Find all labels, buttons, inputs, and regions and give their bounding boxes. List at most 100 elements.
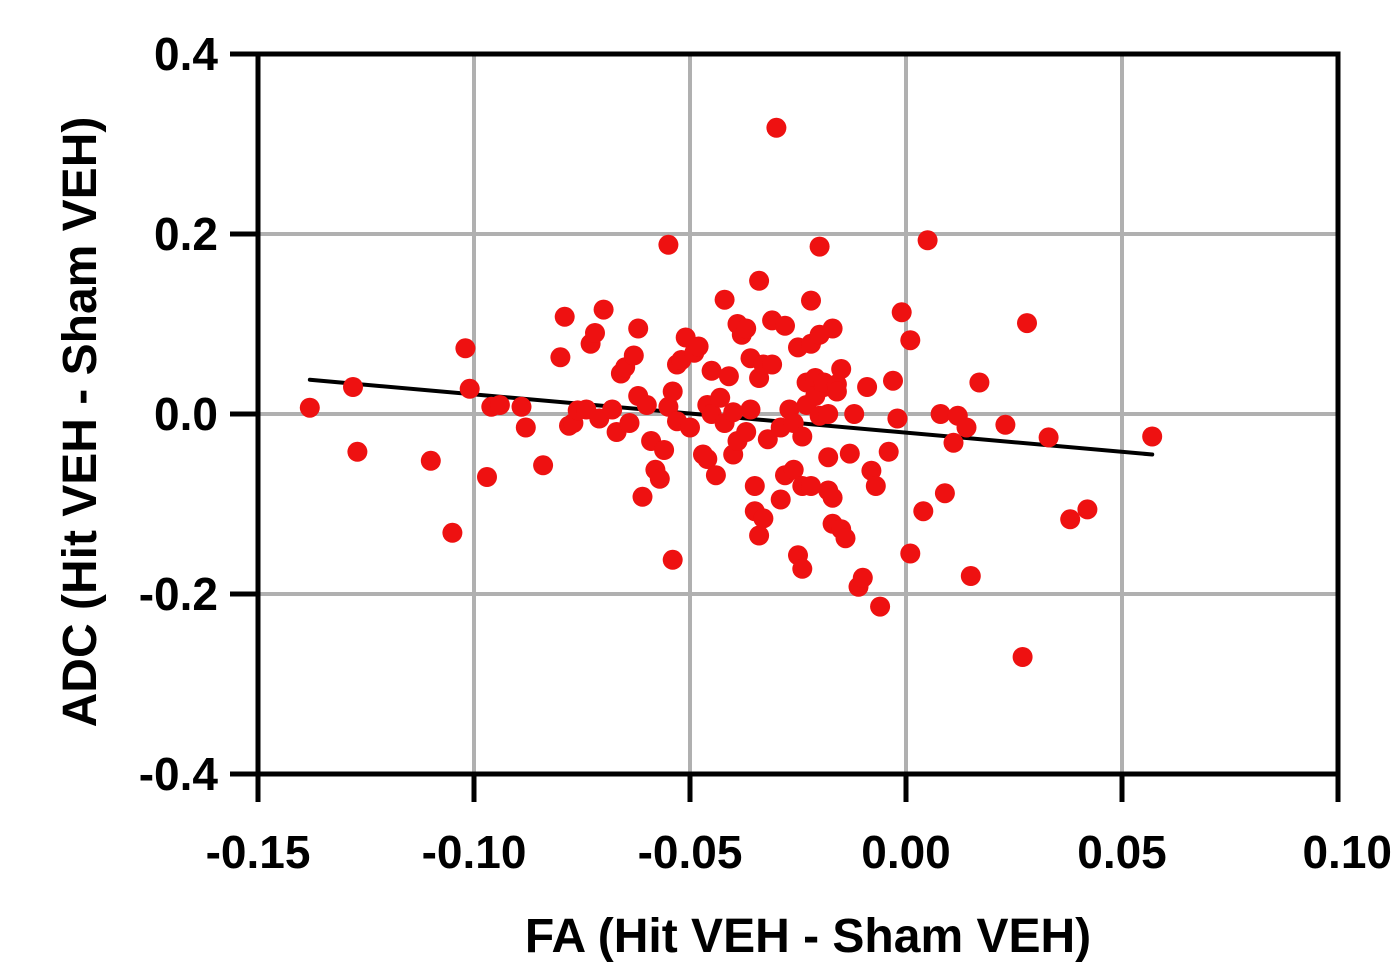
x-tick-label: -0.15 bbox=[206, 826, 311, 878]
data-point bbox=[930, 404, 951, 424]
data-point bbox=[442, 522, 463, 543]
data-point bbox=[736, 422, 757, 442]
data-point bbox=[917, 230, 938, 251]
data-point bbox=[857, 377, 878, 397]
data-point bbox=[619, 413, 640, 433]
data-point bbox=[718, 366, 739, 387]
data-point bbox=[299, 397, 320, 418]
data-point bbox=[477, 467, 497, 487]
data-point bbox=[852, 567, 873, 588]
data-point bbox=[749, 270, 770, 291]
data-point bbox=[710, 387, 731, 408]
data-point bbox=[818, 447, 839, 468]
data-point bbox=[533, 455, 554, 476]
data-point bbox=[839, 443, 860, 464]
data-point bbox=[459, 378, 480, 399]
data-point bbox=[623, 345, 644, 366]
data-point bbox=[455, 338, 476, 359]
data-point bbox=[870, 596, 891, 617]
data-point bbox=[593, 299, 614, 320]
y-tick-label: -0.4 bbox=[139, 748, 219, 800]
x-tick-label: -0.05 bbox=[638, 826, 743, 878]
data-point bbox=[714, 289, 735, 310]
data-point bbox=[900, 543, 921, 564]
data-point bbox=[883, 370, 903, 391]
data-point bbox=[891, 302, 912, 323]
y-tick-label: 0.4 bbox=[154, 28, 218, 80]
data-point bbox=[489, 395, 510, 415]
data-point bbox=[1142, 426, 1163, 447]
data-point bbox=[943, 432, 964, 453]
data-point bbox=[900, 330, 921, 351]
data-point bbox=[826, 381, 847, 402]
data-point bbox=[822, 487, 843, 508]
data-point bbox=[835, 528, 856, 549]
y-tick-label: -0.2 bbox=[139, 568, 218, 620]
data-point bbox=[749, 525, 770, 546]
data-point bbox=[865, 476, 886, 496]
data-point bbox=[511, 396, 532, 417]
data-point bbox=[861, 460, 882, 481]
x-tick-label: 0.00 bbox=[861, 826, 951, 878]
data-point bbox=[347, 441, 368, 462]
data-point bbox=[658, 234, 679, 255]
data-point bbox=[1017, 313, 1037, 334]
data-points bbox=[299, 117, 1163, 667]
data-point bbox=[783, 459, 804, 480]
data-point bbox=[878, 441, 899, 462]
data-point bbox=[550, 347, 571, 368]
data-point bbox=[740, 399, 761, 420]
data-point bbox=[960, 566, 981, 586]
data-point bbox=[343, 377, 363, 397]
axis-ticks bbox=[230, 51, 1341, 802]
data-point bbox=[632, 486, 653, 507]
data-point bbox=[662, 549, 683, 570]
x-tick-label: -0.10 bbox=[422, 826, 527, 878]
data-point bbox=[844, 404, 865, 424]
data-point bbox=[649, 468, 670, 489]
data-point bbox=[995, 414, 1016, 435]
y-tick-labels: -0.4 -0.2 0.0 0.2 0.4 bbox=[139, 28, 219, 800]
data-point bbox=[585, 323, 605, 343]
data-point bbox=[515, 417, 536, 438]
data-point bbox=[801, 290, 821, 311]
data-point bbox=[822, 318, 843, 339]
data-point bbox=[636, 395, 657, 415]
x-axis-title: FA (Hit VEH - Sham VEH) bbox=[525, 910, 1091, 962]
data-point bbox=[818, 404, 839, 424]
data-point bbox=[658, 396, 679, 417]
data-point bbox=[1012, 647, 1033, 667]
data-point bbox=[1038, 427, 1059, 448]
x-tick-label: 0.05 bbox=[1077, 826, 1167, 878]
data-point bbox=[969, 372, 990, 393]
data-point bbox=[887, 408, 908, 429]
data-point bbox=[602, 399, 623, 420]
data-point bbox=[554, 306, 575, 327]
data-point bbox=[753, 508, 774, 529]
data-point bbox=[701, 360, 722, 381]
data-point bbox=[705, 465, 726, 486]
data-point bbox=[809, 236, 830, 257]
data-point bbox=[744, 476, 765, 496]
data-point bbox=[792, 426, 813, 447]
data-point bbox=[736, 318, 757, 339]
data-point bbox=[792, 558, 813, 579]
data-point bbox=[688, 336, 709, 357]
data-point bbox=[757, 429, 778, 450]
y-axis-title: ADC (Hit VEH - Sham VEH) bbox=[54, 117, 107, 728]
y-tick-label: 0.2 bbox=[154, 208, 218, 260]
data-point bbox=[956, 417, 977, 438]
data-point bbox=[662, 381, 683, 402]
x-tick-label: 0.10 bbox=[1302, 826, 1392, 878]
data-point bbox=[680, 417, 700, 438]
data-point bbox=[770, 489, 791, 510]
data-point bbox=[723, 402, 744, 423]
data-point bbox=[913, 501, 934, 522]
data-point bbox=[1060, 509, 1081, 530]
data-point bbox=[628, 318, 649, 339]
data-point bbox=[831, 359, 852, 379]
data-point bbox=[654, 440, 675, 460]
data-point bbox=[697, 449, 718, 469]
data-point bbox=[1077, 499, 1098, 520]
